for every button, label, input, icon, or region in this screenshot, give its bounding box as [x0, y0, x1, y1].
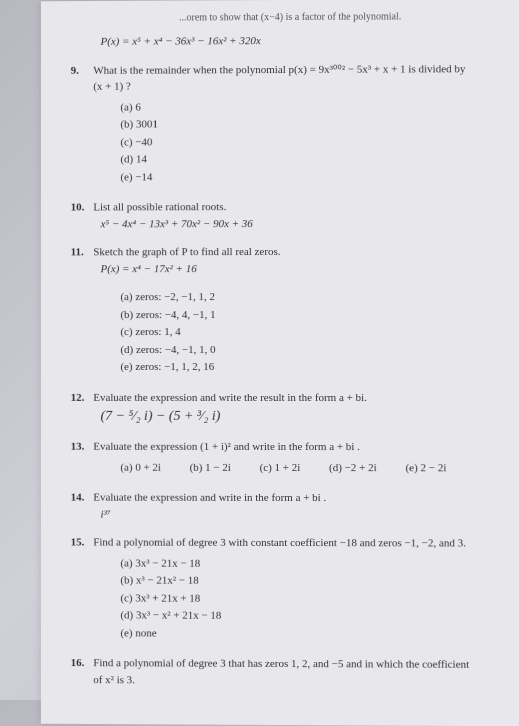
q15-choice-a: (a) 3x³ − 21x − 18: [120, 555, 510, 573]
top-cutoff-text: ...orem to show that (x−4) is a factor o…: [71, 9, 511, 26]
q11-choice-b: (b) zeros: −4, 4, −1, 1: [120, 306, 510, 323]
question-15: 15. Find a polynomial of degree 3 with c…: [71, 534, 511, 642]
worksheet-page: ...orem to show that (x−4) is a factor o…: [41, 0, 519, 726]
question-12: 12. Evaluate the expression and write th…: [71, 389, 511, 427]
q15-choice-b: (b) x³ − 21x² − 18: [120, 572, 510, 590]
top-polynomial: P(x) = x⁵ + x⁴ − 36x³ − 16x² + 320x: [101, 32, 511, 50]
q15-choice-d: (d) 3x³ − x² + 21x − 18: [120, 607, 510, 625]
q9-text: What is the remainder when the polynomia…: [93, 61, 473, 96]
q15-choice-c: (c) 3x³ + 21x + 18: [120, 590, 510, 608]
q11-choice-d: (d) zeros: −4, −1, 1, 0: [120, 341, 510, 358]
q16-number: 16.: [71, 655, 91, 672]
q13-choice-d: (d) −2 + 2i: [329, 462, 377, 474]
q15-text: Find a polynomial of degree 3 with const…: [93, 535, 473, 552]
q11-choice-e: (e) zeros: −1, 1, 2, 16: [120, 359, 510, 376]
q11-choices: (a) zeros: −2, −1, 1, 2 (b) zeros: −4, 4…: [120, 289, 510, 376]
q11-number: 11.: [71, 244, 91, 260]
question-16: 16. Find a polynomial of degree 3 that h…: [71, 655, 511, 690]
q13-choices: (a) 0 + 2i (b) 1 − 2i (c) 1 + 2i (d) −2 …: [120, 459, 510, 476]
q10-polynomial: x⁵ − 4x⁴ − 13x³ + 70x² − 90x + 36: [101, 215, 511, 232]
q15-choices: (a) 3x³ − 21x − 18 (b) x³ − 21x² − 18 (c…: [120, 555, 510, 643]
q15-number: 15.: [71, 534, 91, 551]
q10-text: List all possible rational roots.: [93, 199, 473, 216]
q10-number: 10.: [71, 199, 91, 215]
q13-choice-a: (a) 0 + 2i: [120, 461, 161, 473]
q13-choice-b: (b) 1 − 2i: [190, 461, 231, 473]
q12-text: Evaluate the expression and write the re…: [93, 389, 473, 406]
q11-choice-a: (a) zeros: −2, −1, 1, 2: [120, 289, 510, 306]
q9-choice-a: (a) 6: [120, 98, 510, 116]
question-13: 13. Evaluate the expression (1 + i)² and…: [71, 439, 511, 477]
question-10: 10. List all possible rational roots. x⁵…: [71, 198, 511, 232]
q9-choice-e: (e) −14: [120, 168, 510, 186]
question-14: 14. Evaluate the expression and write in…: [71, 490, 511, 524]
question-9: 9. What is the remainder when the polyno…: [71, 61, 511, 186]
q14-number: 14.: [71, 490, 91, 506]
q11-text: Sketch the graph of P to find all real z…: [93, 244, 473, 261]
q11-polynomial: P(x) = x⁴ − 17x² + 16: [101, 260, 511, 277]
q9-choice-c: (c) −40: [120, 133, 510, 151]
q12-expression: (7 − ⁵⁄₂ i) − (5 + ³⁄₂ i): [101, 406, 511, 427]
question-11: 11. Sketch the graph of P to find all re…: [71, 244, 511, 376]
q13-choice-e: (e) 2 − 2i: [406, 462, 447, 474]
q14-expression: i³⁷: [101, 506, 511, 523]
q16-text: Find a polynomial of degree 3 that has z…: [93, 655, 473, 690]
q15-choice-e: (e) none: [120, 625, 510, 643]
q9-choice-d: (d) 14: [120, 150, 510, 168]
q9-number: 9.: [71, 62, 91, 79]
q13-choice-c: (c) 1 + 2i: [260, 461, 301, 473]
q13-text: Evaluate the expression (1 + i)² and wri…: [93, 439, 473, 456]
q9-choice-b: (b) 3001: [120, 115, 510, 133]
q12-number: 12.: [71, 389, 91, 405]
q11-choice-c: (c) zeros: 1, 4: [120, 324, 510, 341]
q9-choices: (a) 6 (b) 3001 (c) −40 (d) 14 (e) −14: [120, 98, 510, 186]
q13-number: 13.: [71, 439, 91, 455]
q14-text: Evaluate the expression and write in the…: [93, 490, 473, 507]
